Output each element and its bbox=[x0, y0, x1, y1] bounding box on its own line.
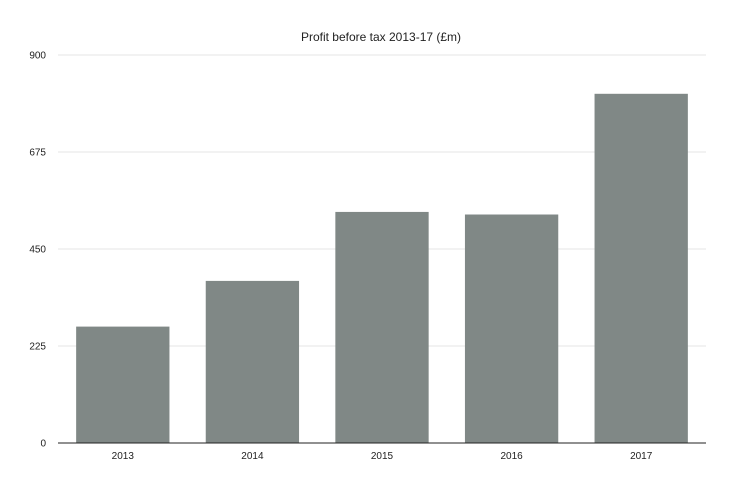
x-tick-label: 2013 bbox=[112, 451, 135, 462]
x-tick-label: 2017 bbox=[630, 451, 653, 462]
x-tick-label: 2014 bbox=[241, 451, 264, 462]
bar-2016 bbox=[464, 214, 559, 443]
x-tick-label: 2016 bbox=[500, 451, 523, 462]
bar-2015 bbox=[335, 211, 429, 443]
y-tick-label: 900 bbox=[29, 51, 46, 62]
x-axis-ticks: 2013 2014 2015 2016 2017 bbox=[112, 451, 653, 462]
y-tick-label: 225 bbox=[29, 342, 46, 353]
bar-2013 bbox=[76, 326, 170, 443]
y-axis-ticks: 0 225 450 675 900 bbox=[29, 51, 46, 450]
chart-title: Profit before tax 2013-17 (£m) bbox=[301, 30, 461, 44]
x-tick-label: 2015 bbox=[371, 451, 394, 462]
bar-2014 bbox=[205, 280, 300, 443]
bar-2017 bbox=[594, 93, 688, 444]
y-tick-label: 675 bbox=[29, 148, 46, 159]
bars bbox=[76, 93, 688, 444]
y-tick-label: 0 bbox=[40, 439, 46, 450]
y-tick-label: 450 bbox=[29, 245, 46, 256]
